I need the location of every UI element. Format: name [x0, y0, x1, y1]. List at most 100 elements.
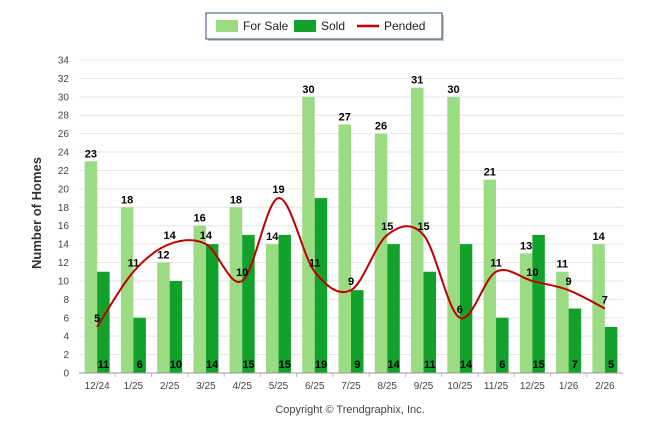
y-tick-label: 22: [58, 166, 70, 177]
for-sale-value-label: 30: [447, 84, 459, 96]
for-sale-value-label: 26: [375, 121, 387, 133]
bar-for-sale[interactable]: [519, 253, 533, 373]
for-sale-value-label: 30: [302, 84, 314, 96]
y-tick-label: 0: [63, 369, 69, 380]
for-sale-value-label: 11: [557, 259, 569, 271]
x-tick-label: 8/25: [378, 381, 398, 392]
y-tick-label: 26: [58, 129, 70, 140]
y-tick-label: 18: [58, 203, 70, 214]
bar-for-sale[interactable]: [374, 133, 388, 373]
sold-value-label: 11: [98, 359, 110, 371]
x-tick-label: 4/25: [232, 381, 252, 392]
bar-sold[interactable]: [459, 244, 473, 373]
sold-value-label: 11: [424, 359, 436, 371]
bar-for-sale[interactable]: [302, 96, 315, 373]
pended-value-label: 7: [602, 295, 608, 307]
for-sale-value-label: 31: [411, 75, 423, 87]
pended-value-label: 10: [526, 267, 538, 279]
sold-value-label: 6: [137, 359, 143, 371]
y-tick-label: 30: [58, 92, 70, 103]
bar-for-sale[interactable]: [338, 124, 352, 373]
pended-line[interactable]: [96, 197, 606, 328]
legend-swatch[interactable]: [216, 20, 238, 32]
legend-swatch[interactable]: [294, 20, 316, 32]
for-sale-value-label: 18: [121, 194, 133, 206]
sold-value-label: 15: [242, 359, 254, 371]
y-tick-label: 32: [58, 74, 70, 85]
sold-value-label: 14: [460, 359, 473, 371]
pended-value-label: 9: [348, 276, 354, 288]
y-tick-label: 34: [58, 56, 70, 67]
pended-value-label: 15: [417, 221, 429, 233]
x-tick-label: 2/25: [160, 381, 180, 392]
sold-value-label: 9: [354, 359, 360, 371]
y-tick-label: 2: [63, 350, 69, 361]
y-tick-label: 10: [58, 276, 70, 287]
bar-sold[interactable]: [133, 317, 146, 373]
bar-sold[interactable]: [496, 317, 509, 373]
x-tick-label: 7/25: [341, 381, 361, 392]
bars: [84, 87, 618, 373]
y-tick-label: 6: [63, 313, 69, 324]
bar-sold[interactable]: [242, 234, 255, 373]
x-tick-label: 1/26: [559, 381, 579, 392]
bar-for-sale[interactable]: [157, 262, 170, 373]
sold-value-label: 14: [206, 359, 219, 371]
x-tick-label: 10/25: [447, 381, 472, 392]
y-axis-title: Number of Homes: [29, 157, 44, 269]
x-tick-label: 3/25: [196, 381, 216, 392]
sold-value-label: 5: [608, 359, 614, 371]
pended-value-label: 11: [490, 258, 502, 270]
pended-value-label: 6: [457, 304, 463, 316]
bar-sold[interactable]: [532, 234, 545, 373]
x-tick-label: 11/25: [484, 381, 509, 392]
x-tick-label: 6/25: [305, 381, 325, 392]
bar-sold[interactable]: [278, 234, 291, 373]
bar-for-sale[interactable]: [447, 96, 460, 373]
legend[interactable]: For Sale Sold Pended: [205, 12, 444, 41]
bar-sold[interactable]: [568, 308, 582, 373]
y-tick-label: 8: [63, 295, 69, 306]
copyright-footer: Copyright © Trendgraphix, Inc.: [275, 404, 424, 416]
for-sale-value-label: 12: [157, 250, 169, 262]
legend-label[interactable]: Pended: [384, 19, 425, 33]
bar-for-sale[interactable]: [592, 244, 605, 373]
for-sale-value-label: 14: [592, 231, 605, 243]
y-tick-label: 16: [58, 221, 70, 232]
pended-value-label: 5: [94, 313, 100, 325]
pended-value-label: 11: [128, 258, 140, 270]
sold-value-label: 19: [315, 359, 327, 371]
bar-for-sale[interactable]: [556, 271, 569, 373]
bar-for-sale[interactable]: [229, 207, 243, 373]
pended-value-label: 19: [272, 184, 284, 196]
bar-sold[interactable]: [314, 198, 328, 373]
bar-for-sale[interactable]: [84, 161, 98, 373]
x-tick-label: 9/25: [414, 381, 434, 392]
x-tick-label: 12/24: [85, 381, 110, 392]
bar-sold[interactable]: [169, 280, 183, 373]
y-tick-label: 12: [58, 258, 70, 269]
pended-value-label: 9: [566, 276, 572, 288]
legend-label[interactable]: For Sale: [243, 19, 289, 33]
bar-for-sale[interactable]: [120, 207, 134, 373]
bar-sold[interactable]: [97, 271, 110, 373]
sold-value-label: 15: [532, 359, 544, 371]
sold-value-label: 7: [572, 359, 578, 371]
for-sale-value-label: 16: [194, 213, 206, 225]
legend-label[interactable]: Sold: [321, 19, 345, 33]
bar-sold[interactable]: [205, 244, 219, 373]
bar-for-sale[interactable]: [193, 225, 206, 373]
bar-sold[interactable]: [604, 326, 618, 373]
bar-sold[interactable]: [387, 244, 400, 373]
x-tick-label: 1/25: [124, 381, 144, 392]
x-tick-label: 2/26: [595, 381, 615, 392]
sold-value-label: 6: [499, 359, 505, 371]
sold-value-label: 10: [170, 359, 182, 371]
pended-value-label: 15: [381, 221, 393, 233]
for-sale-value-label: 21: [484, 167, 496, 179]
bar-sold[interactable]: [423, 271, 437, 373]
bar-sold[interactable]: [351, 290, 364, 373]
bar-for-sale[interactable]: [265, 244, 279, 373]
